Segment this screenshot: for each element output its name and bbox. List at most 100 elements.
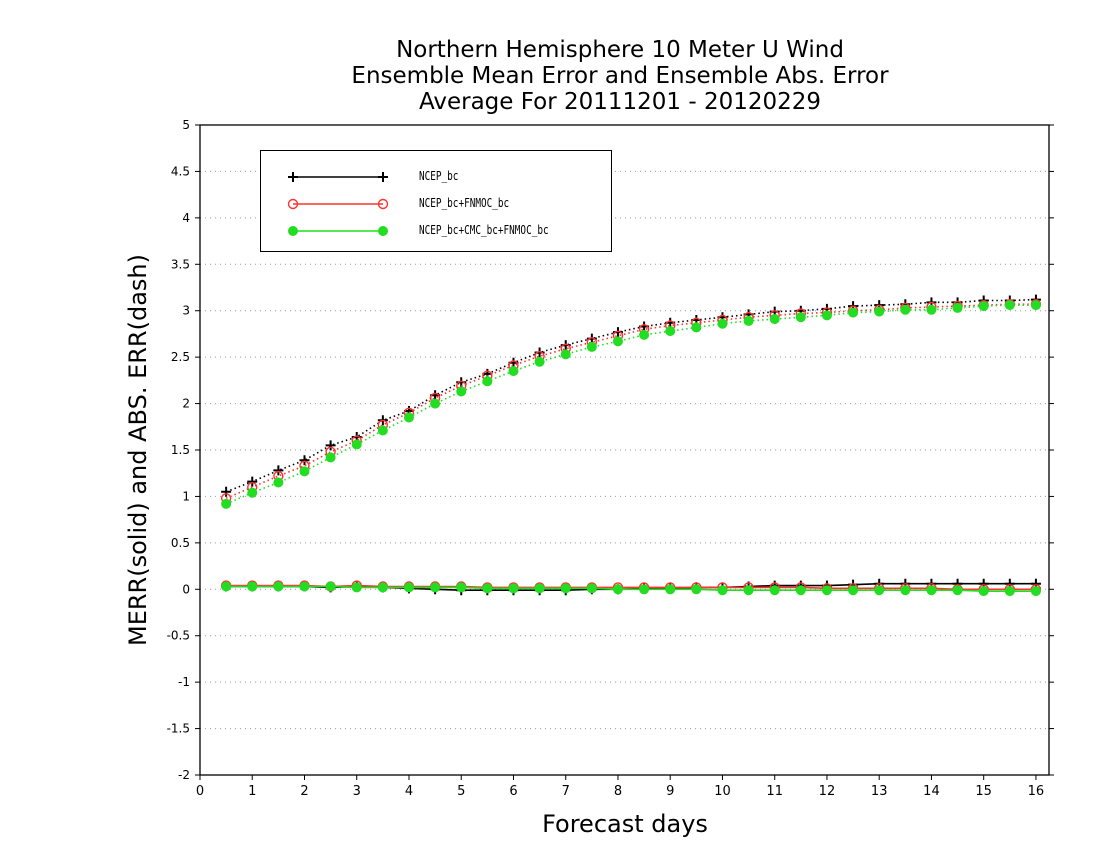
- mean-err-point: [821, 585, 832, 596]
- y-tick-label: -1: [178, 675, 190, 689]
- mean-err-point: [639, 584, 650, 595]
- x-tick-label: 10: [714, 784, 731, 799]
- x-tick-label: 11: [766, 784, 783, 799]
- series-2: [221, 300, 1041, 597]
- abs-err-point: [377, 425, 388, 436]
- x-tick-label: 8: [614, 784, 622, 799]
- axes: -2-1.5-1-0.500.511.522.533.544.550 1 2 3 4 5 6…: [167, 118, 1054, 799]
- legend-label: NCEP_bc: [419, 169, 459, 183]
- legend-marker: [378, 226, 388, 236]
- abs-err-point: [221, 486, 232, 497]
- legend-marker: [288, 172, 298, 182]
- legend-marker: [288, 226, 298, 236]
- legend: NCEP_bc NCEP_bc+FNMOC_bc NCEP_bc+CMC_bc+FN…: [260, 150, 612, 252]
- abs-err-point: [586, 341, 597, 352]
- mean-err-point: [403, 582, 414, 593]
- mean-err-point: [717, 585, 728, 596]
- abs-err-point: [717, 318, 728, 329]
- abs-err-line: [225, 298, 1036, 493]
- mean-err-point: [351, 582, 362, 593]
- x-axis-label: Forecast days: [542, 810, 708, 838]
- abs-err-point: [247, 476, 258, 487]
- mean-err-point: [612, 584, 623, 595]
- y-tick-label: 2: [182, 397, 190, 411]
- y-tick-label: 2.5: [171, 350, 190, 364]
- mean-err-point: [874, 585, 885, 596]
- abs-err-point: [900, 304, 911, 315]
- series-1: [220, 299, 1042, 595]
- legend-marker: [287, 198, 299, 210]
- legend-label: NCEP_bc+FNMOC_bc: [419, 196, 510, 210]
- x-tick-label: 13: [871, 784, 888, 799]
- abs-err-point: [926, 304, 937, 315]
- legend-marker: [377, 198, 389, 210]
- mean-err-point: [299, 581, 310, 592]
- abs-err-point: [299, 466, 310, 477]
- mean-err-point: [273, 581, 284, 592]
- mean-err-point: [221, 581, 232, 592]
- y-tick-label: 3.5: [171, 257, 190, 271]
- abs-err-point: [273, 465, 284, 476]
- abs-err-point: [403, 412, 414, 423]
- legend-item-1: NCEP_bc+FNMOC_bc: [261, 194, 611, 214]
- abs-err-point: [691, 322, 702, 333]
- legend-item-2: NCEP_bc+CMC_bc+FNMOC_bc: [261, 221, 611, 241]
- x-tick-label: 7: [562, 784, 570, 799]
- y-tick-label: -0.5: [167, 629, 190, 643]
- abs-err-point: [612, 336, 623, 347]
- y-tick-label: 5: [182, 118, 190, 132]
- chart-title-line-3: Average For 20111201 - 20120229: [418, 89, 822, 115]
- abs-err-point: [456, 386, 467, 397]
- x-tick-label: 4: [405, 784, 413, 799]
- x-tick-label: 0: [196, 784, 204, 799]
- mean-err-point: [377, 582, 388, 593]
- abs-err-point: [299, 455, 310, 466]
- abs-err-point: [325, 440, 336, 451]
- legend-label: NCEP_bc+CMC_bc+FNMOC_bc: [419, 223, 549, 237]
- abs-err-point: [639, 329, 650, 340]
- grid-lines: [200, 170, 1049, 730]
- legend-swatch: [288, 226, 388, 236]
- abs-err-point: [978, 301, 989, 312]
- x-tick-label: 16: [1028, 784, 1045, 799]
- y-tick-label: 0: [182, 582, 190, 596]
- mean-err-point: [978, 586, 989, 597]
- mean-err-point: [482, 583, 493, 594]
- legend-marker: [378, 172, 388, 182]
- mean-err-point: [769, 585, 780, 596]
- chart-title-line-2: Ensemble Mean Error and Ensemble Abs. Er…: [351, 63, 889, 89]
- abs-err-point: [482, 376, 493, 387]
- abs-err-point: [247, 487, 258, 498]
- mean-err-point: [900, 585, 911, 596]
- y-tick-label: 3: [182, 304, 190, 318]
- mean-err-point: [1004, 586, 1015, 597]
- x-tick-label: 14: [923, 784, 940, 799]
- abs-err-point: [1030, 300, 1041, 311]
- abs-err-point: [325, 452, 336, 463]
- abs-err-point: [874, 306, 885, 317]
- mean-err-point: [926, 585, 937, 596]
- abs-err-point: [534, 356, 545, 367]
- y-tick-label: 0.5: [171, 536, 190, 550]
- x-tick-label: 9: [666, 784, 674, 799]
- y-tick-label: 1.5: [171, 443, 190, 457]
- x-tick-label: 3: [353, 784, 361, 799]
- y-tick-label: 4.5: [171, 164, 190, 178]
- abs-err-point: [560, 349, 571, 360]
- mean-err-point: [508, 583, 519, 594]
- y-tick-label: -2: [178, 768, 190, 782]
- y-axis-label: MERR(solid) and ABS. ERR(dash): [124, 254, 152, 646]
- abs-err-point: [795, 312, 806, 323]
- abs-err-line: [225, 303, 1036, 500]
- chart-title-line-1: Northern Hemisphere 10 Meter U Wind: [396, 37, 844, 63]
- abs-err-point: [508, 366, 519, 377]
- abs-err-point: [821, 310, 832, 321]
- mean-err-point: [430, 582, 441, 593]
- mean-err-point: [795, 585, 806, 596]
- abs-err-line: [225, 304, 1036, 505]
- abs-err-point: [743, 315, 754, 326]
- legend-swatch: [287, 198, 389, 210]
- x-tick-label: 12: [819, 784, 836, 799]
- x-tick-label: 1: [248, 784, 256, 799]
